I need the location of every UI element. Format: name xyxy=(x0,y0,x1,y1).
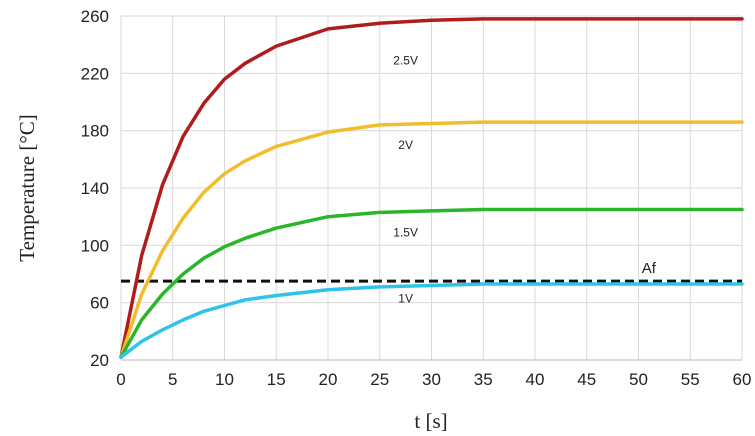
grid xyxy=(120,15,743,361)
x-tick-label: 25 xyxy=(370,370,389,389)
y-tick-label: 20 xyxy=(90,351,109,370)
x-tick-label: 55 xyxy=(681,370,700,389)
x-tick-label: 20 xyxy=(319,370,338,389)
x-tick-label: 40 xyxy=(526,370,545,389)
y-axis-title: Temperature [°C] xyxy=(15,114,39,261)
series-line-1v xyxy=(119,282,744,359)
series-labels: 2.5V 2V 1.5V 1V Af xyxy=(393,53,656,305)
x-tick-labels: 0 5 10 15 20 25 30 35 40 45 50 55 60 xyxy=(116,370,751,389)
series-line-2-5v xyxy=(119,17,744,359)
y-tick-label: 100 xyxy=(81,236,109,255)
series-line-1-5v xyxy=(119,207,744,359)
y-tick-labels: 20 60 100 140 180 220 260 xyxy=(81,7,109,370)
y-tick-label: 140 xyxy=(81,179,109,198)
x-axis-title: t [s] xyxy=(414,409,447,433)
y-tick-label: 180 xyxy=(81,122,109,141)
x-tick-label: 35 xyxy=(474,370,493,389)
x-tick-label: 45 xyxy=(577,370,596,389)
x-tick-label: 50 xyxy=(629,370,648,389)
x-tick-label: 10 xyxy=(215,370,234,389)
x-tick-label: 0 xyxy=(116,370,125,389)
series-label-1-5v: 1.5V xyxy=(393,225,418,239)
x-tick-label: 15 xyxy=(267,370,286,389)
y-tick-label: 260 xyxy=(81,7,109,26)
af-label: Af xyxy=(642,260,657,277)
x-tick-label: 30 xyxy=(422,370,441,389)
series-label-1v: 1V xyxy=(398,291,413,305)
series-line-2v xyxy=(119,120,744,359)
x-tick-label: 60 xyxy=(733,370,752,389)
y-tick-label: 220 xyxy=(81,64,109,83)
series-lines xyxy=(119,17,744,359)
x-tick-label: 5 xyxy=(168,370,177,389)
series-label-2v: 2V xyxy=(398,138,413,152)
y-tick-label: 60 xyxy=(90,294,109,313)
series-label-2-5v: 2.5V xyxy=(393,53,418,67)
